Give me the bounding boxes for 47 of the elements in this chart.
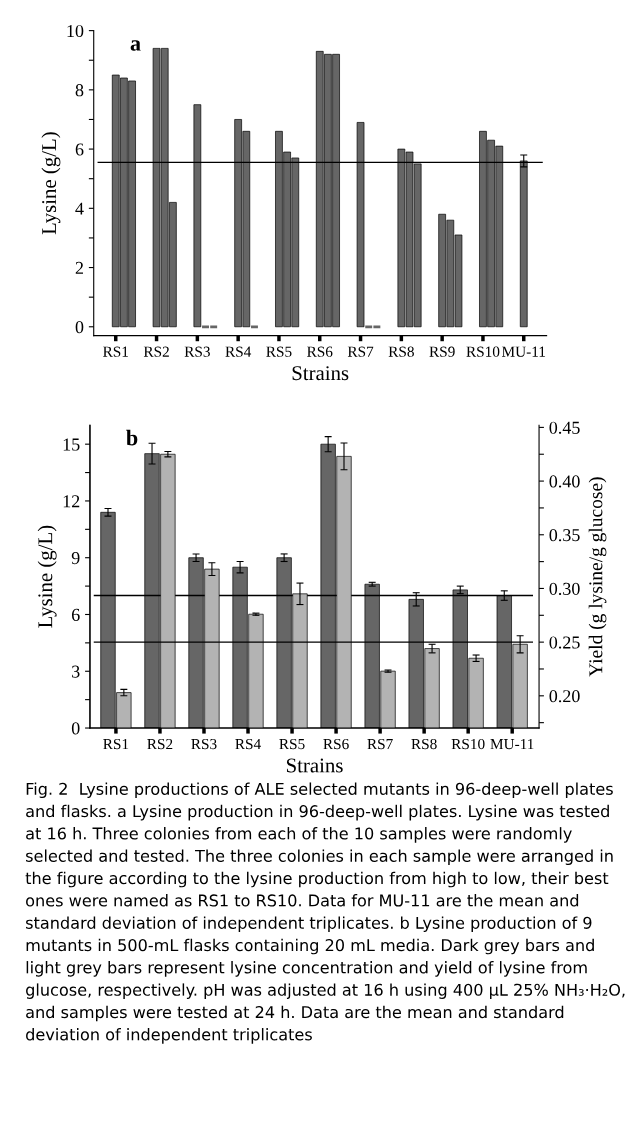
x-axis-title: Strains <box>286 758 343 773</box>
y-tick-label: 0 <box>71 722 80 735</box>
text: Fig. 2 Lysine productions of ALE selected mutants in 96-deep-well plates and flasks. a Lysine production in 96-deep-well plates. Lysine was tested at 16 h. Three colonies from each of the 10 samples were randomly selected and tested. The three colonies in each sample were arranged in the figure according to the lysine production from high to low, their best ones were named as RS1 to RS10. Data for MU-11 are the mean and standard deviation of independent triplicates. b Lysine production of 9 mutants in 500-mL flasks containing 20 mL media. Dark grey bars and light grey bars represent lysine concentration and yield of lysine from glucose, respectively. pH was adjusted at 16 h using 400 µL 25% NH₃·H₂O, and samples were tested at 24 h. Data are the mean and standard deviation of independent triplicates <box>25 782 625 1044</box>
y-tick-label: 3 <box>72 665 80 678</box>
x-axis-title: Strains <box>292 366 349 381</box>
y-tick-label: 2 <box>75 261 83 274</box>
x-tick-label: RS4 <box>235 738 261 750</box>
y2-tick-label: 0.20 <box>549 690 580 703</box>
y2-tick-label: 0.40 <box>549 475 580 488</box>
y-axis-title: Lysine (g/L) <box>37 525 57 628</box>
y2-tick-label: 0.30 <box>549 582 580 595</box>
x-tick-label: RS5 <box>266 346 292 357</box>
x-tick-label: RS3 <box>191 738 217 750</box>
x-tick-label: RS5 <box>279 738 305 750</box>
y-tick-label: 0 <box>75 321 84 334</box>
x-tick-label: RS8 <box>388 346 414 357</box>
y-tick-label: 10 <box>67 24 84 38</box>
y-tick-label: 12 <box>63 495 80 508</box>
chart-title: b <box>126 429 138 446</box>
x-tick-label: RS1 <box>103 346 128 357</box>
x-tick-label: MU-11 <box>490 738 534 750</box>
chart-title: a <box>130 40 141 51</box>
y-tick-label: 4 <box>75 202 84 215</box>
y-tick-label: 6 <box>71 608 80 621</box>
x-tick-label: RS8 <box>411 738 437 750</box>
y2-tick-label: 0.35 <box>549 529 580 542</box>
x-tick-label: MU-11 <box>501 346 546 357</box>
y2-tick-label: 0.45 <box>549 421 580 434</box>
x-tick-label: RS7 <box>347 346 374 357</box>
x-tick-label: RS2 <box>147 738 173 750</box>
y2-axis-title: Yield (g lysine/g glucose) <box>588 477 607 677</box>
y-axis-title: Lysine (g/L) <box>41 132 61 235</box>
y-tick-label: 6 <box>75 143 84 156</box>
x-tick-label: RS3 <box>184 346 210 357</box>
x-tick-label: RS7 <box>367 738 393 750</box>
x-tick-label: RS10 <box>466 346 500 357</box>
x-tick-label: RS6 <box>323 738 349 750</box>
y-tick-label: 15 <box>63 438 80 451</box>
x-tick-label: RS6 <box>307 346 333 357</box>
x-tick-label: RS1 <box>103 738 129 750</box>
y2-tick-label: 0.25 <box>549 636 580 649</box>
x-tick-label: RS2 <box>143 346 169 357</box>
y-tick-label: 8 <box>75 84 84 97</box>
x-tick-label: RS4 <box>225 346 252 357</box>
x-tick-label: RS10 <box>451 738 485 750</box>
x-tick-label: RS9 <box>429 346 455 357</box>
y-tick-label: 9 <box>71 552 80 565</box>
